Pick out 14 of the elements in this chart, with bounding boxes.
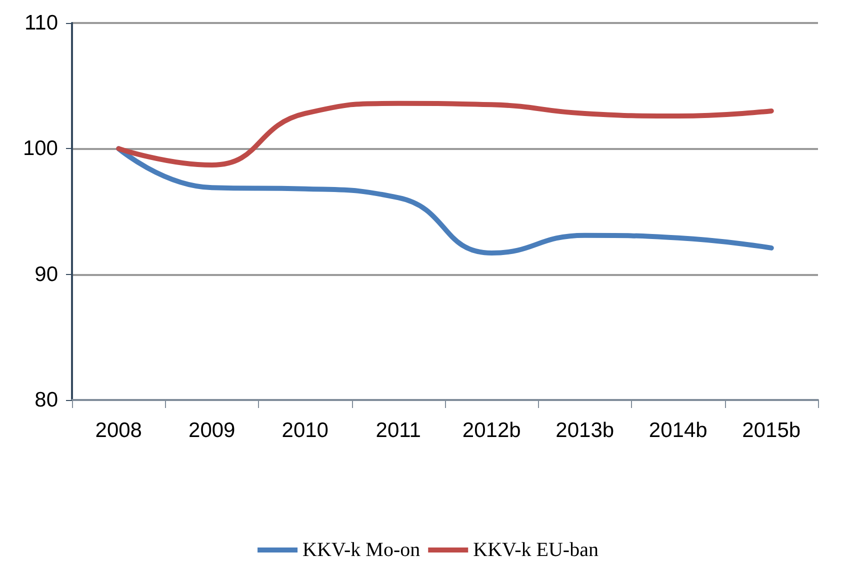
x-tick-label: 2013b [556, 419, 614, 442]
y-tick-label: 90 [34, 262, 58, 286]
x-tick-label: 2012b [462, 419, 521, 442]
x-tick-label: 2015b [742, 419, 801, 442]
legend-label: KKV-k EU-ban [473, 539, 598, 561]
x-tick-label: 2014b [648, 419, 708, 442]
legend-label: KKV-k Mo-on [302, 539, 420, 561]
x-tick-label: 2010 [282, 419, 328, 442]
x-tick-label: 2008 [95, 419, 142, 442]
y-tick-label: 80 [34, 388, 58, 412]
x-tick-label: 2011 [376, 419, 421, 442]
x-tick-label: 2009 [188, 419, 236, 442]
y-tick-label: 100 [22, 137, 58, 160]
y-tick-label: 110 [24, 12, 58, 34]
